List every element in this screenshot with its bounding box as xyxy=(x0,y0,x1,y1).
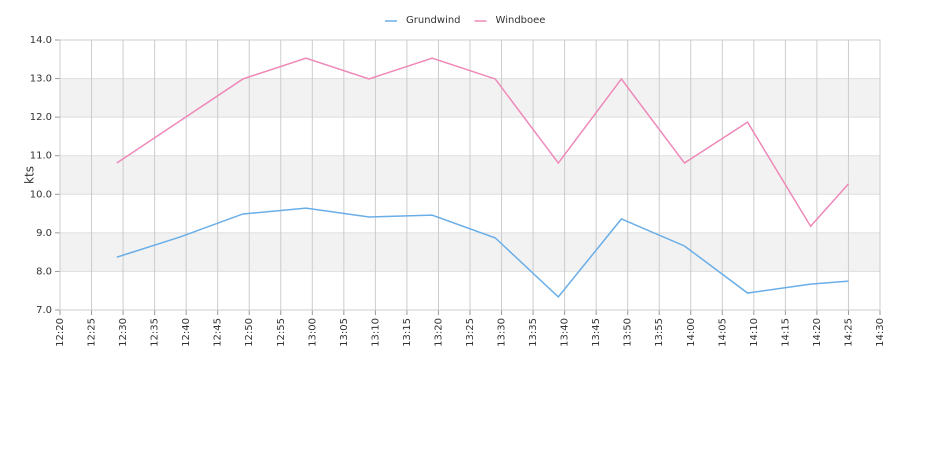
x-tick-label: 14:20 xyxy=(812,318,823,347)
y-tick-label: 11.0 xyxy=(30,151,52,162)
x-tick-label: 13:00 xyxy=(307,318,318,347)
x-tick-label: 13:40 xyxy=(560,318,571,347)
x-tick-label: 13:15 xyxy=(402,318,413,347)
x-tick-label: 12:30 xyxy=(118,318,129,347)
x-tick-label: 12:35 xyxy=(150,318,161,347)
legend-label: Grundwind xyxy=(406,15,461,26)
x-tick-label: 14:15 xyxy=(780,318,791,347)
x-tick-label: 14:00 xyxy=(686,318,697,347)
x-tick-label: 12:45 xyxy=(213,318,224,347)
y-tick-label: 14.0 xyxy=(30,35,52,46)
x-tick-label: 14:30 xyxy=(875,318,886,347)
y-tick-label: 12.0 xyxy=(30,112,52,123)
y-tick-label: 7.0 xyxy=(36,305,52,316)
x-tick-label: 14:05 xyxy=(717,318,728,347)
x-tick-label: 13:20 xyxy=(433,318,444,347)
y-tick-label: 10.0 xyxy=(30,189,52,200)
y-tick-label: 8.0 xyxy=(36,266,52,277)
x-tick-label: 13:10 xyxy=(370,318,381,347)
x-tick-label: 13:45 xyxy=(591,318,602,347)
x-tick-label: 14:25 xyxy=(843,318,854,347)
x-tick-label: 12:20 xyxy=(55,318,66,347)
x-tick-label: 13:30 xyxy=(497,318,508,347)
x-tick-label: 12:25 xyxy=(87,318,98,347)
x-tick-label: 12:40 xyxy=(181,318,192,347)
series-line xyxy=(116,207,849,298)
y-tick-label: 13.0 xyxy=(30,74,52,85)
x-tick-label: 12:55 xyxy=(276,318,287,347)
x-tick-label: 13:25 xyxy=(465,318,476,347)
x-tick-label: 13:05 xyxy=(339,318,350,347)
series-line xyxy=(116,57,850,228)
legend-label: Windboee xyxy=(496,15,546,26)
y-tick-label: 9.0 xyxy=(36,228,52,239)
x-tick-label: 13:50 xyxy=(623,318,634,347)
x-tick-label: 13:35 xyxy=(528,318,539,347)
x-tick-label: 13:55 xyxy=(654,318,665,347)
x-tick-label: 14:10 xyxy=(749,318,760,347)
y-axis-label: kts xyxy=(23,166,37,184)
plot-border xyxy=(59,39,881,311)
x-tick-label: 12:50 xyxy=(244,318,255,347)
